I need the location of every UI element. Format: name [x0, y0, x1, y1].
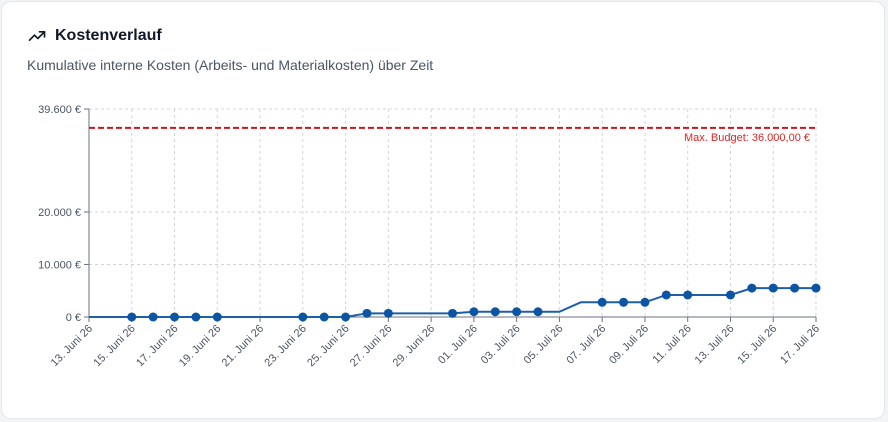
trending-up-icon	[27, 26, 47, 46]
x-tick-label: 15. Juni 26	[91, 323, 138, 370]
x-tick-label: 17. Juni 26	[134, 323, 181, 370]
x-tick-label: 27. Juni 26	[348, 323, 395, 370]
data-point	[790, 283, 800, 293]
data-point	[768, 283, 778, 293]
x-tick-label: 09. Juli 26	[607, 323, 651, 367]
card-subtitle: Kumulative interne Kosten (Arbeits- und …	[27, 57, 434, 73]
y-tick-label: 20.000 €	[38, 207, 81, 219]
data-point	[469, 307, 479, 317]
x-tick-label: 07. Juli 26	[564, 323, 608, 367]
data-point	[619, 297, 629, 307]
data-point	[383, 308, 393, 318]
data-point	[319, 312, 329, 322]
data-point	[512, 307, 522, 317]
data-point	[448, 308, 457, 318]
data-point	[725, 290, 735, 300]
x-tick-label: 13. Juni 26	[49, 323, 96, 370]
x-tick-label: 21. Juni 26	[220, 323, 267, 370]
x-tick-label: 13. Juli 26	[693, 323, 737, 367]
x-tick-label: 19. Juni 26	[177, 323, 224, 370]
data-point	[341, 312, 351, 322]
card-title: Kostenverlauf	[55, 27, 162, 44]
data-point	[298, 312, 308, 322]
x-tick-label: 17. Juli 26	[778, 323, 822, 367]
data-point	[683, 290, 693, 300]
data-point	[747, 283, 757, 293]
data-point	[148, 312, 158, 322]
data-point	[212, 312, 222, 322]
x-tick-label: 11. Juli 26	[650, 323, 693, 366]
budget-label: Max. Budget: 36.000,00 €	[684, 132, 810, 144]
x-tick-label: 23. Juni 26	[262, 323, 309, 370]
y-tick-label: 0 €	[66, 312, 81, 324]
x-tick-label: 01. Juli 26	[436, 323, 480, 367]
data-point	[811, 283, 821, 293]
data-point	[597, 297, 607, 307]
data-point	[661, 290, 671, 300]
data-point	[127, 312, 137, 322]
data-point	[533, 307, 543, 317]
x-tick-label: 29. Juni 26	[391, 323, 438, 370]
data-point	[490, 307, 500, 317]
x-tick-label: 05. Juli 26	[522, 323, 566, 367]
card-header: Kostenverlauf	[27, 26, 162, 46]
x-tick-label: 03. Juli 26	[479, 323, 523, 367]
y-tick-label: 39.600 €	[38, 104, 81, 116]
data-point	[640, 297, 650, 307]
y-tick-label: 10.000 €	[38, 259, 81, 271]
data-point	[362, 308, 372, 318]
x-tick-label: 15. Juli 26	[735, 323, 779, 367]
data-point	[170, 312, 180, 322]
x-tick-label: 25. Juni 26	[305, 323, 352, 370]
data-point	[191, 312, 201, 322]
